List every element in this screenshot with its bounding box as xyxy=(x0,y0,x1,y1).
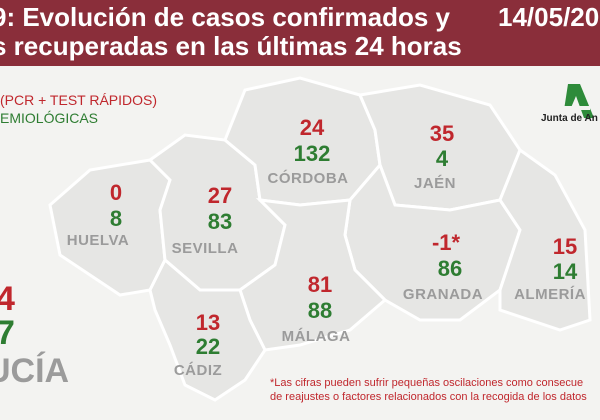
logo-text: Junta de An xyxy=(541,113,598,124)
almeria-label: ALMERÍA xyxy=(514,286,586,303)
granada-recovered: 86 xyxy=(437,256,463,281)
total-recovered: 7 xyxy=(0,314,15,352)
cordoba-recovered: 132 xyxy=(293,141,331,166)
almeria-confirmed: 15 xyxy=(552,234,578,259)
footnote-line-2: de reajustes o factores relacionados con… xyxy=(270,391,587,403)
total-confirmed: 4 xyxy=(0,280,15,318)
sevilla-confirmed: 27 xyxy=(207,183,233,208)
report-date: 14/05/20 xyxy=(498,2,600,32)
region-label: UCÍA xyxy=(0,352,70,390)
junta-logo-icon xyxy=(562,84,594,118)
cordoba-confirmed: 24 xyxy=(299,115,325,140)
header-banner: 9: Evolución de casos confirmados y s re… xyxy=(0,0,600,66)
sevilla-label: SEVILLA xyxy=(171,240,239,257)
jaen-label: JAÉN xyxy=(413,175,456,192)
huelva-recovered: 8 xyxy=(109,206,123,231)
legend-confirmed: (PCR + TEST RÁPIDOS) xyxy=(0,92,158,108)
almeria-recovered: 14 xyxy=(552,259,578,284)
cadiz-recovered: 22 xyxy=(195,334,221,359)
granada-confirmed: -1* xyxy=(431,230,461,255)
title-line-1: 9: Evolución de casos confirmados y xyxy=(0,2,451,32)
malaga-confirmed: 81 xyxy=(307,272,333,297)
jaen-confirmed: 35 xyxy=(429,121,455,146)
cadiz-label: CÁDIZ xyxy=(173,362,223,379)
huelva-label: HUELVA xyxy=(66,232,130,249)
huelva-confirmed: 0 xyxy=(109,180,123,205)
footnote: *Las cifras pueden sufrir pequeñas oscil… xyxy=(270,376,587,404)
legend-recovered: EMIOLÓGICAS xyxy=(0,110,99,126)
malaga-recovered: 88 xyxy=(307,298,333,323)
title-line-2: s recuperadas en las últimas 24 horas xyxy=(0,31,462,61)
cadiz-confirmed: 13 xyxy=(195,310,221,335)
jaen-recovered: 4 xyxy=(435,146,449,171)
province-shape-malaga xyxy=(238,197,388,352)
footnote-line-1: *Las cifras pueden sufrir pequeñas oscil… xyxy=(270,377,584,389)
malaga-label: MÁLAGA xyxy=(281,328,351,345)
province-shape-cadiz xyxy=(148,257,267,402)
granada-label: GRANADA xyxy=(402,286,484,303)
province-shape-almeria xyxy=(498,147,592,332)
cordoba-label: CÓRDOBA xyxy=(267,170,349,187)
sevilla-recovered: 83 xyxy=(207,209,233,234)
